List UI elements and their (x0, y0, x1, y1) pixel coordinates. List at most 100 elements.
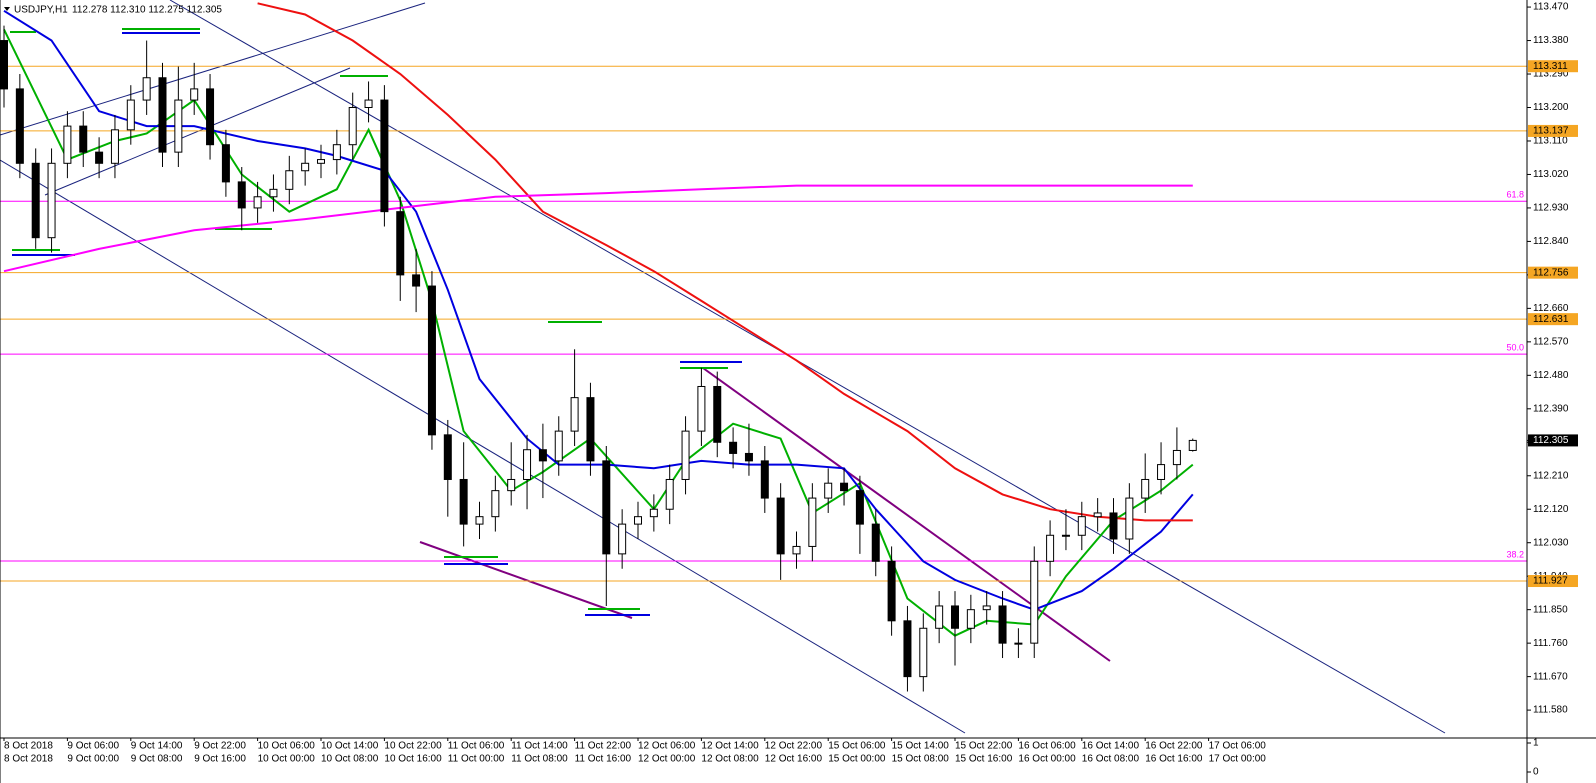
level-label: 113.137 (1533, 126, 1569, 137)
candle-body (1030, 560, 1039, 644)
x-tick-label: 15 Oct 22:00 (955, 741, 1013, 752)
candle-body (538, 449, 547, 462)
channel-line (44, 67, 351, 196)
candle-body (443, 434, 452, 480)
candle-body (332, 144, 341, 161)
level-label: 111.927 (1533, 576, 1568, 587)
x-tick-label: 10 Oct 14:00 (321, 741, 379, 752)
candle-body (301, 162, 310, 172)
candle-body (1109, 512, 1118, 540)
level-box (1528, 575, 1578, 588)
level-box (1528, 124, 1578, 137)
y-tick-label: 112.480 (1533, 370, 1569, 381)
y-tick-label: 112.120 (1533, 504, 1569, 515)
candle-body (221, 144, 230, 183)
candle-body (998, 605, 1007, 644)
level-label: 112.756 (1533, 267, 1569, 278)
candle-body (744, 452, 753, 462)
x-tick-label: 15 Oct 00:00 (828, 754, 886, 765)
candle-body (1125, 497, 1134, 540)
x-tick-label: 10 Oct 06:00 (258, 741, 316, 752)
candle-body (491, 490, 500, 518)
x-tick-label: 9 Oct 16:00 (194, 754, 246, 765)
x-tick-label: 8 Oct 2018 (4, 754, 53, 765)
y-tick-label: 113.020 (1533, 169, 1569, 180)
candle-body (364, 99, 373, 109)
y-tick-label: 111.760 (1533, 638, 1568, 649)
candle-body (95, 151, 104, 164)
candle-body (634, 516, 642, 525)
candle-body (79, 125, 88, 153)
level-box (1528, 266, 1578, 279)
y-tick-label: 112.570 (1533, 336, 1569, 347)
x-tick-label: 12 Oct 14:00 (701, 741, 759, 752)
y-tick-label: 113.200 (1533, 102, 1569, 113)
y-tick-label: 113.110 (1533, 136, 1568, 147)
candle-body (776, 497, 785, 555)
x-tick-label: 9 Oct 22:00 (194, 741, 246, 752)
x-tick-label: 11 Oct 00:00 (448, 754, 505, 765)
channel-line (0, 2, 426, 136)
x-tick-label: 15 Oct 06:00 (828, 741, 886, 752)
y-tick-label: 113.290 (1533, 69, 1569, 80)
fib-label: 61.8 (1506, 190, 1524, 200)
y-tick-label: 112.840 (1533, 236, 1569, 247)
candle-body (1141, 478, 1150, 499)
candle-body (253, 196, 262, 209)
y-tick-label: 112.660 (1533, 303, 1569, 314)
candle-body (760, 460, 769, 499)
candle-body (63, 125, 72, 164)
candle-body (665, 478, 674, 510)
x-tick-label: 11 Oct 14:00 (511, 741, 568, 752)
x-tick-label: 16 Oct 22:00 (1145, 741, 1203, 752)
candle-body (412, 274, 421, 287)
y-tick-label: 112.210 (1533, 470, 1569, 481)
y-tick-label: 111.670 (1533, 671, 1568, 682)
candle-body (475, 516, 484, 525)
y-tick-label: 111.580 (1533, 705, 1568, 716)
x-tick-label: 11 Oct 06:00 (448, 741, 505, 752)
candle-body (1077, 516, 1086, 536)
x-tick-label: 11 Oct 08:00 (511, 754, 568, 765)
menu-triangle[interactable] (4, 7, 10, 11)
candle-body (935, 605, 944, 629)
x-tick-label: 10 Oct 08:00 (321, 754, 379, 765)
x-tick-label: 10 Oct 16:00 (384, 754, 442, 765)
y-tick-label: 112.930 (1533, 203, 1569, 214)
candle-body (982, 605, 991, 611)
x-tick-label: 16 Oct 08:00 (1082, 754, 1140, 765)
candle-body (729, 441, 738, 454)
x-tick-label: 11 Oct 16:00 (575, 754, 632, 765)
candle-body (713, 385, 722, 443)
x-tick-label: 16 Oct 14:00 (1082, 741, 1140, 752)
trend-line (419, 541, 633, 619)
level-label: 112.631 (1533, 314, 1569, 325)
candle-body (142, 77, 151, 101)
candle-body (903, 620, 912, 678)
candle-body (427, 285, 436, 436)
candle-body (459, 478, 468, 525)
candle-body (887, 560, 896, 622)
candle-body (348, 107, 357, 146)
candle-body (824, 482, 833, 499)
channel-line (0, 159, 966, 734)
x-tick-label: 16 Oct 06:00 (1018, 741, 1076, 752)
candle-body (602, 460, 611, 555)
candle-body (1061, 534, 1070, 537)
x-tick-label: 16 Oct 00:00 (1018, 754, 1076, 765)
x-tick-label: 10 Oct 00:00 (258, 754, 316, 765)
candle-body (285, 170, 294, 190)
candle-body (697, 385, 706, 432)
x-tick-label: 12 Oct 00:00 (638, 754, 696, 765)
indicator-tick-label: 0 (1533, 767, 1539, 778)
x-tick-label: 11 Oct 22:00 (575, 741, 632, 752)
x-tick-label: 12 Oct 08:00 (701, 754, 759, 765)
current-price-box (1528, 434, 1578, 447)
x-tick-label: 17 Oct 06:00 (1209, 741, 1267, 752)
candle-body (237, 181, 246, 209)
fib-label: 50.0 (1506, 342, 1524, 352)
candle-body (190, 88, 199, 101)
candle-body (1172, 449, 1181, 466)
candle-body (1093, 512, 1102, 518)
